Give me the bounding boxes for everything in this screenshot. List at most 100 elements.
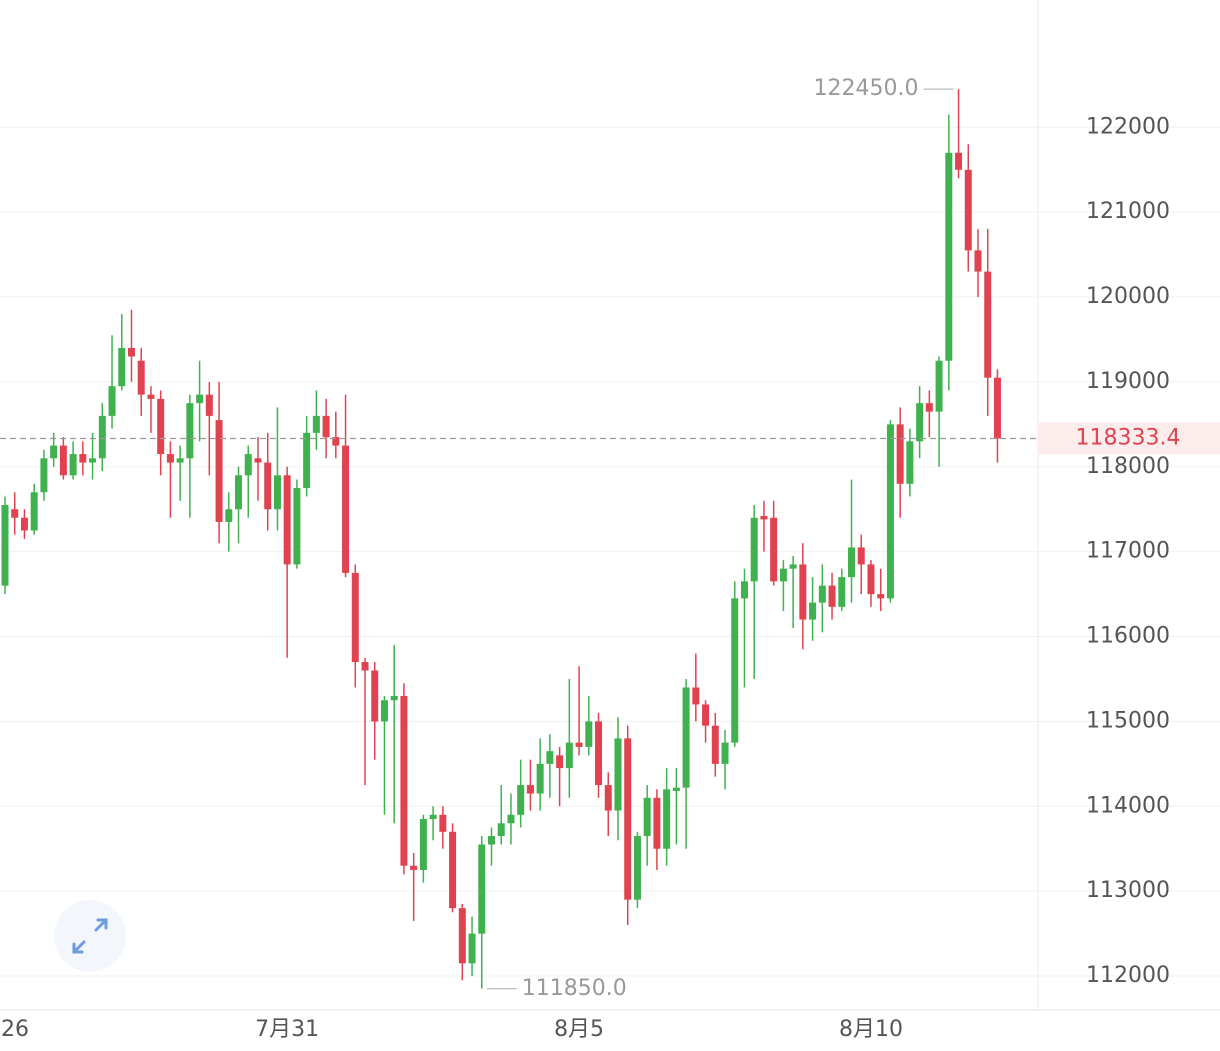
candle-body — [585, 721, 593, 747]
candle-body — [731, 598, 739, 743]
candle-body — [935, 360, 943, 412]
y-tick-label: 117000 — [1086, 539, 1170, 564]
x-tick-label: 8月10 — [839, 1017, 903, 1042]
candle-body — [818, 585, 826, 603]
candle-body — [157, 398, 165, 455]
candle-body — [916, 403, 924, 442]
candle-body — [672, 787, 680, 792]
candle-body — [682, 687, 690, 788]
candle-body — [984, 271, 992, 378]
y-tick-label: 122000 — [1086, 114, 1170, 139]
candle-body — [283, 475, 291, 565]
expand-bg[interactable] — [54, 900, 126, 972]
expand-button[interactable] — [54, 900, 126, 972]
candle-body — [303, 432, 311, 489]
candle-body — [565, 742, 573, 769]
candle-body — [50, 445, 58, 459]
candle-body — [79, 454, 87, 463]
candle-body — [1, 505, 9, 586]
candle-body — [254, 458, 262, 463]
annotation-label: 111850.0 — [522, 976, 627, 1001]
candle-body — [526, 785, 534, 794]
candle-body — [196, 394, 204, 404]
candle-body — [702, 704, 710, 726]
candle-body — [838, 577, 846, 607]
candle-body — [633, 836, 641, 900]
candle-body — [653, 797, 661, 849]
y-tick-label: 113000 — [1086, 878, 1170, 903]
candle-body — [614, 738, 622, 811]
candle-body — [147, 394, 155, 399]
x-tick-label: 7月31 — [255, 1017, 319, 1042]
candle-body — [828, 585, 836, 607]
candle-body — [848, 547, 856, 578]
candle-body — [507, 814, 515, 824]
candle-body — [993, 377, 1001, 439]
x-tick-label: 8月5 — [554, 1017, 604, 1042]
candle-body — [11, 509, 19, 518]
candle-body — [244, 454, 252, 476]
y-tick-label: 120000 — [1086, 284, 1170, 309]
candle-body — [390, 695, 398, 701]
candle-body — [556, 755, 564, 769]
candle-body — [273, 475, 281, 510]
candle-body — [877, 594, 885, 599]
candle-body — [322, 415, 330, 438]
candle-body — [351, 572, 359, 663]
candle-body — [955, 152, 963, 170]
candle-body — [945, 152, 953, 361]
candle-body — [108, 386, 116, 416]
candle-body — [488, 836, 495, 845]
expand-icon[interactable] — [72, 918, 108, 954]
candle-body — [779, 568, 787, 582]
y-tick-label: 116000 — [1086, 624, 1170, 649]
candle-body — [137, 360, 145, 395]
candle-body — [69, 454, 77, 476]
candle-body — [342, 445, 350, 573]
y-tick-label: 115000 — [1086, 708, 1170, 733]
candle-body — [809, 602, 817, 620]
candle-body — [225, 509, 233, 522]
candle-body — [770, 517, 778, 582]
candle-body — [332, 437, 340, 446]
candle-body — [517, 785, 525, 815]
y-tick-label: 118000 — [1086, 454, 1170, 479]
candle-body — [186, 403, 194, 459]
candle-body — [89, 458, 97, 463]
candle-body — [410, 865, 418, 870]
candle-body — [400, 695, 408, 866]
candle-body — [176, 458, 184, 463]
candle-body — [371, 670, 379, 722]
candle-body — [750, 517, 758, 582]
candle-body — [886, 424, 894, 599]
candle-body — [925, 403, 933, 412]
candle-body — [98, 415, 106, 459]
candle-body — [118, 347, 126, 387]
candle-body — [964, 169, 972, 251]
candle-body — [380, 700, 388, 722]
last-price-label: 118333.4 — [1076, 426, 1181, 451]
y-tick-label: 114000 — [1086, 793, 1170, 818]
candle-body — [789, 564, 797, 569]
candle-body — [575, 742, 583, 747]
candle-body — [449, 831, 457, 909]
candle-body — [721, 742, 729, 764]
candle-body — [40, 458, 48, 493]
candle-body — [166, 454, 174, 463]
y-tick-label: 112000 — [1086, 963, 1170, 988]
candle-body — [127, 347, 135, 357]
last-price-box — [1038, 422, 1220, 455]
candle-body — [546, 751, 554, 764]
candle-body — [896, 424, 904, 484]
candle-body — [974, 250, 982, 272]
candle-body — [857, 547, 865, 565]
candle-body — [711, 725, 719, 764]
candle-body — [906, 441, 914, 484]
candle-body — [439, 814, 447, 832]
candle-body — [740, 581, 748, 599]
candle-body — [205, 394, 213, 416]
candle-body — [361, 662, 369, 671]
candle-body — [595, 721, 603, 786]
